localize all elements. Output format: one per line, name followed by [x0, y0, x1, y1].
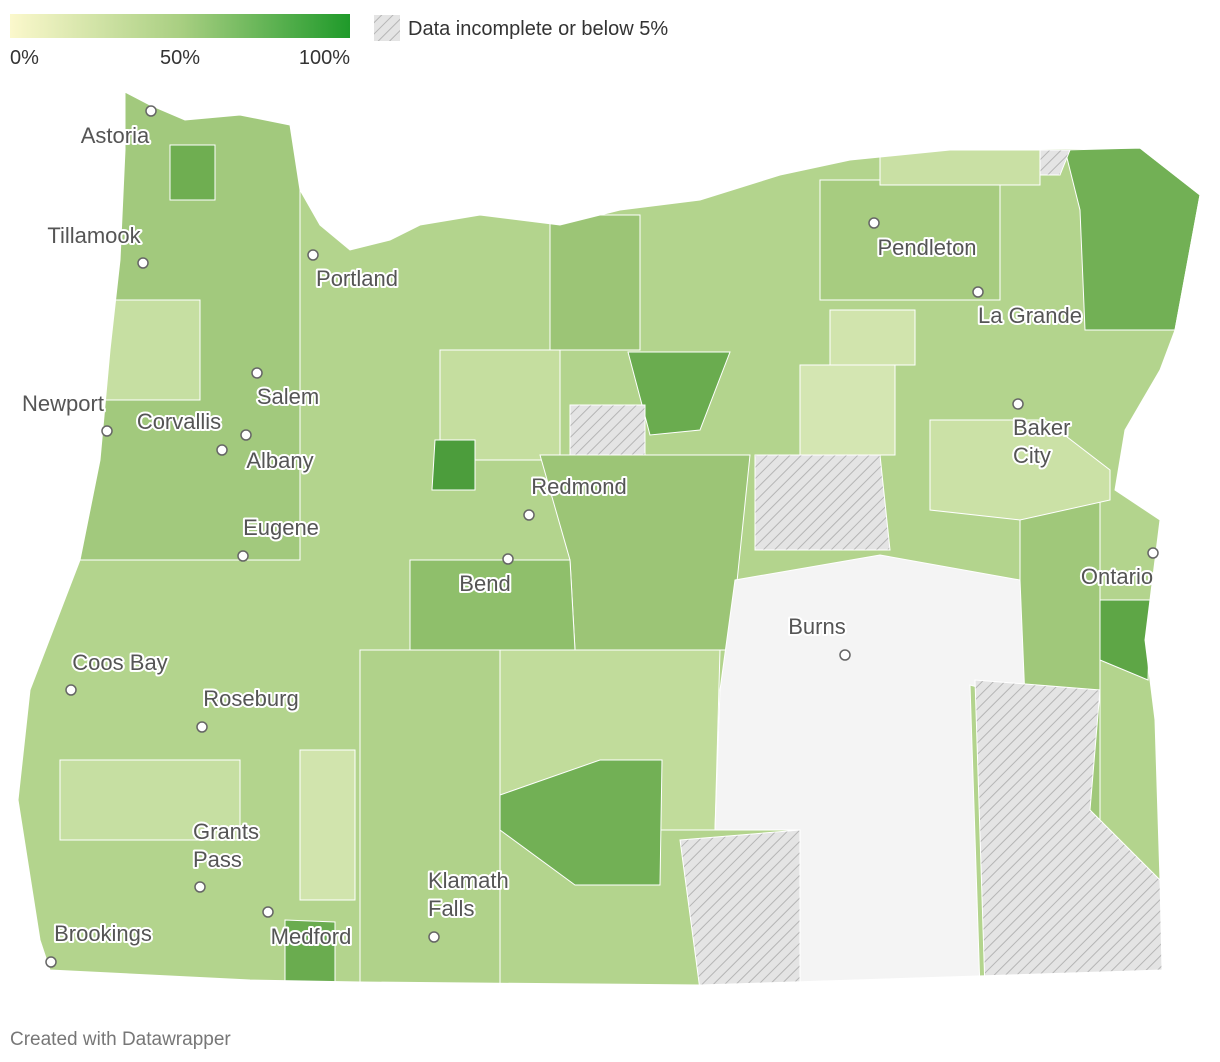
city-label: Albany: [246, 448, 313, 473]
city-dot: [145, 105, 157, 117]
region: [799, 364, 896, 456]
city-label: Eugene: [243, 515, 319, 540]
city-label: Corvallis: [137, 409, 221, 434]
city-label: Newport: [22, 391, 104, 416]
region: [549, 214, 641, 351]
city-label: Salem: [257, 384, 319, 409]
city-dot: [216, 444, 228, 456]
region-no-data: [714, 554, 1026, 985]
region: [359, 649, 501, 985]
city-dot: [65, 684, 77, 696]
city-dot: [307, 249, 319, 261]
region-hatched: [679, 829, 801, 985]
city-dot: [523, 509, 535, 521]
city-dot: [194, 881, 206, 893]
legend-hatch-label: Data incomplete or below 5%: [408, 18, 668, 40]
region: [829, 309, 916, 366]
legend-min: 0%: [10, 47, 39, 69]
city-label: Klamath: [428, 868, 509, 893]
city-label: Burns: [788, 614, 845, 639]
region: [879, 149, 1041, 186]
city-dot: [262, 906, 274, 918]
city-label: Astoria: [81, 123, 150, 148]
city-dot: [137, 257, 149, 269]
city-label: Roseburg: [203, 686, 298, 711]
city-label: Ontario: [1081, 564, 1153, 589]
region: [499, 759, 663, 886]
state-outline: [17, 91, 1201, 986]
city-label: Grants: [193, 819, 259, 844]
city-dot: [972, 286, 984, 298]
region: [99, 299, 201, 401]
legend-max: 100%: [299, 47, 350, 69]
city-layer: Astoria Tillamook Portland Newport Corvallis…: [20, 105, 1159, 968]
region: [431, 439, 476, 491]
city-dot: [1147, 547, 1159, 559]
city-dot: [45, 956, 57, 968]
legend-mid: 50%: [160, 47, 200, 69]
city-label: City: [1013, 443, 1051, 468]
city-dot: [502, 553, 514, 565]
city-label: Pass: [193, 847, 242, 872]
region: [284, 919, 336, 985]
city-dot: [1012, 398, 1024, 410]
city-label: Coos Bay: [72, 650, 167, 675]
city-label: Medford: [271, 924, 352, 949]
region: [299, 749, 356, 901]
city-label: Falls: [428, 896, 474, 921]
city-label: Portland: [316, 266, 398, 291]
city-label: Bend: [459, 571, 510, 596]
city-dot: [868, 217, 880, 229]
region: [929, 419, 1111, 521]
legend-gradient: [10, 14, 350, 38]
city-label: Baker: [1013, 415, 1070, 440]
city-label: Pendleton: [877, 235, 976, 260]
region: [169, 144, 216, 201]
map-regions: [18, 92, 1200, 985]
city-dot: [428, 931, 440, 943]
city-dot: [839, 649, 851, 661]
region-hatched: [1039, 149, 1071, 176]
region: [59, 759, 241, 841]
region-hatched: [754, 454, 891, 551]
city-dot: [196, 721, 208, 733]
legend-hatch: [374, 15, 400, 41]
city-label: Brookings: [54, 921, 152, 946]
city-label: La Grande: [978, 303, 1082, 328]
city-dot: [240, 429, 252, 441]
region: [1099, 599, 1151, 681]
footer: Created with Datawrapper: [10, 1029, 231, 1050]
region-hatched: [569, 404, 646, 456]
city-dot: [251, 367, 263, 379]
city-dot: [101, 425, 113, 437]
city-label: Redmond: [531, 474, 626, 499]
city-dot: [237, 550, 249, 562]
city-label: Tillamook: [47, 223, 141, 248]
